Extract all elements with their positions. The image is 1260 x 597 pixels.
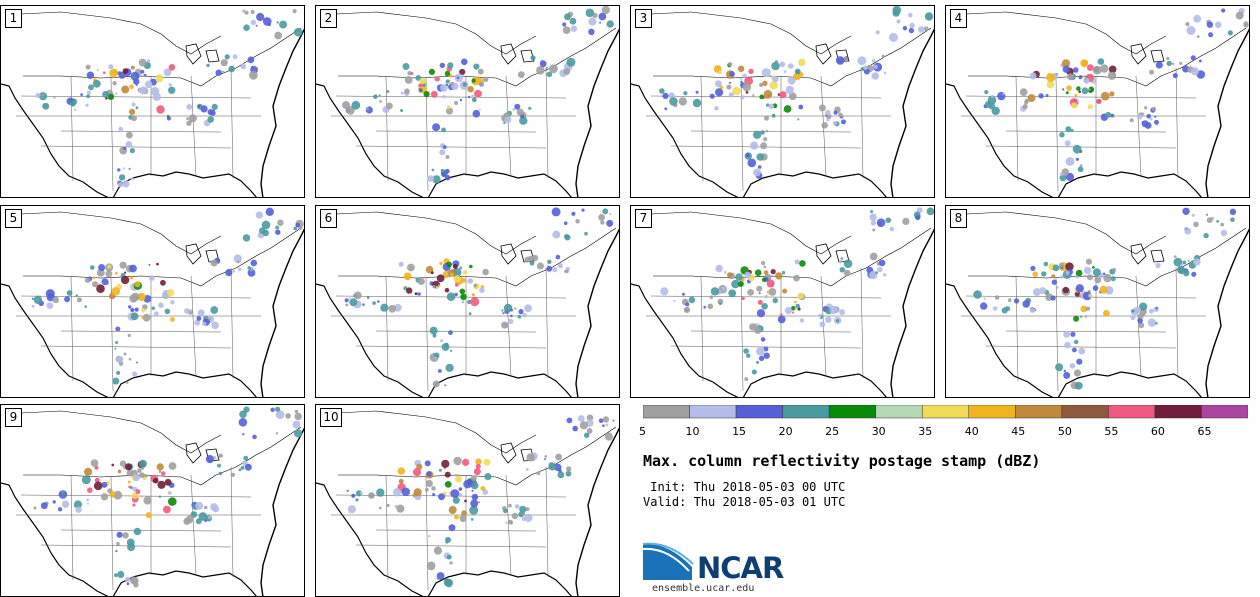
ncar-logo: [643, 542, 694, 580]
init-time: Init: Thu 2018-05-03 00 UTC: [643, 480, 846, 494]
map-panel: 1: [0, 5, 305, 198]
site-url: ensemble.ucar.edu: [652, 583, 755, 594]
colorbar-segment: [689, 405, 737, 419]
colorbar-segment: [735, 405, 783, 419]
colorbar-tick-label: 50: [1057, 425, 1072, 438]
map-panel: 2: [315, 5, 620, 198]
page-title: Max. column reflectivity postage stamp (…: [643, 452, 1041, 470]
reflectivity-map: [1, 9, 304, 197]
colorbar-segment: [1154, 405, 1202, 419]
reflectivity-map: [946, 207, 1249, 397]
panel-number: 9: [5, 408, 22, 427]
colorbar-segment: [875, 405, 923, 419]
colorbar-segment: [968, 405, 1016, 419]
colorbar-segment: [643, 405, 690, 419]
reflectivity-map: [316, 207, 619, 397]
colorbar-tick-label: 20: [778, 425, 793, 438]
colorbar-segment: [921, 405, 970, 419]
panel-number: 4: [950, 9, 967, 28]
reflectivity-map: [1, 406, 304, 596]
map-panel: 3: [630, 5, 935, 198]
colorbar-segment: [782, 405, 830, 419]
colorbar-segment: [1015, 405, 1063, 419]
panel-number: 8: [950, 209, 967, 228]
colorbar-tick-label: 55: [1104, 425, 1119, 438]
ncar-logo-text: NCAR: [697, 551, 784, 585]
colorbar-segment: [1061, 405, 1109, 419]
reflectivity-map: [631, 6, 934, 197]
reflectivity-map: [946, 7, 1249, 197]
panel-number: 2: [320, 9, 337, 28]
reflectivity-map: [1, 207, 304, 397]
colorbar-segment: [1201, 405, 1248, 419]
map-panel: 4: [945, 5, 1250, 198]
colorbar-segment: [828, 405, 876, 419]
panel-number: 5: [5, 209, 22, 228]
panel-number: 6: [320, 209, 337, 228]
panel-number: 10: [320, 408, 342, 427]
panel-number: 3: [635, 9, 652, 28]
colorbar-tick-label: 45: [1011, 425, 1026, 438]
panel-number: 1: [5, 9, 22, 28]
reflectivity-map: [316, 410, 619, 596]
colorbar-tick-label: 35: [918, 425, 933, 438]
colorbar-tick-label: 30: [871, 425, 886, 438]
colorbar-tick-label: 65: [1197, 425, 1212, 438]
colorbar-tick-label: 10: [685, 425, 700, 438]
colorbar-tick-label: 60: [1150, 425, 1165, 438]
valid-time: Valid: Thu 2018-05-03 01 UTC: [643, 495, 846, 509]
map-panel: 10: [315, 404, 620, 597]
map-panel: 9: [0, 404, 305, 597]
colorbar-tick-label: 40: [964, 425, 979, 438]
reflectivity-colorbar: [643, 405, 1248, 419]
reflectivity-map: [316, 6, 619, 197]
colorbar-tick-label: 5: [639, 425, 646, 438]
colorbar-tick-label: 15: [732, 425, 747, 438]
map-panel: 7: [630, 205, 935, 398]
map-panel: 6: [315, 205, 620, 398]
panel-number: 7: [635, 209, 652, 228]
colorbar-tick-label: 25: [825, 425, 840, 438]
reflectivity-map: [631, 207, 934, 397]
map-panel: 8: [945, 205, 1250, 398]
map-panel: 5: [0, 205, 305, 398]
colorbar-segment: [1108, 405, 1156, 419]
